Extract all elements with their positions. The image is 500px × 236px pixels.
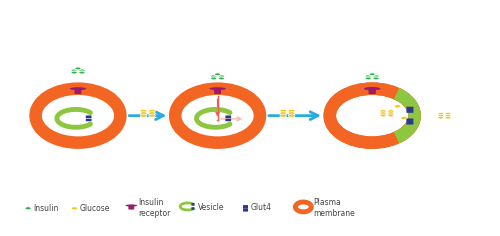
FancyBboxPatch shape [226, 115, 231, 118]
Ellipse shape [288, 110, 295, 113]
Ellipse shape [180, 92, 255, 139]
Ellipse shape [373, 77, 380, 80]
Ellipse shape [364, 87, 380, 90]
FancyBboxPatch shape [86, 119, 92, 121]
Ellipse shape [365, 75, 372, 78]
Ellipse shape [365, 75, 372, 78]
Ellipse shape [78, 69, 85, 72]
Ellipse shape [445, 112, 451, 115]
Ellipse shape [369, 73, 376, 76]
Ellipse shape [438, 114, 444, 117]
Ellipse shape [218, 77, 224, 80]
Ellipse shape [373, 75, 380, 78]
Ellipse shape [388, 110, 394, 113]
FancyBboxPatch shape [406, 107, 414, 113]
FancyBboxPatch shape [192, 207, 194, 210]
Ellipse shape [140, 110, 147, 113]
FancyBboxPatch shape [243, 208, 248, 212]
Ellipse shape [380, 114, 386, 117]
Ellipse shape [214, 73, 221, 76]
FancyBboxPatch shape [74, 88, 82, 94]
Text: Insulin
receptor: Insulin receptor [138, 198, 170, 218]
Ellipse shape [400, 117, 407, 119]
FancyBboxPatch shape [86, 115, 92, 118]
FancyBboxPatch shape [128, 205, 134, 210]
Ellipse shape [210, 77, 217, 80]
Ellipse shape [365, 77, 372, 80]
Text: Insulin: Insulin [34, 204, 59, 213]
Ellipse shape [438, 116, 444, 119]
Ellipse shape [72, 207, 78, 210]
Ellipse shape [71, 69, 78, 72]
Text: Glut4: Glut4 [250, 203, 272, 212]
Ellipse shape [140, 112, 147, 115]
Ellipse shape [445, 116, 451, 119]
Ellipse shape [78, 71, 85, 74]
Ellipse shape [40, 92, 116, 139]
Ellipse shape [148, 112, 156, 115]
Ellipse shape [288, 112, 295, 115]
Ellipse shape [71, 71, 78, 74]
Ellipse shape [148, 114, 156, 117]
Ellipse shape [70, 87, 86, 90]
Ellipse shape [365, 77, 372, 80]
FancyBboxPatch shape [214, 88, 221, 94]
Ellipse shape [364, 87, 380, 90]
Ellipse shape [280, 114, 286, 117]
Text: Vesicle: Vesicle [198, 203, 224, 212]
FancyBboxPatch shape [243, 205, 248, 208]
Ellipse shape [438, 112, 444, 115]
Ellipse shape [210, 87, 226, 90]
Text: Plasma
membrane: Plasma membrane [314, 198, 355, 218]
Ellipse shape [369, 73, 376, 76]
Ellipse shape [218, 75, 224, 78]
Ellipse shape [335, 92, 409, 139]
Ellipse shape [126, 204, 138, 206]
Ellipse shape [210, 75, 217, 78]
Ellipse shape [140, 114, 147, 117]
FancyBboxPatch shape [368, 88, 376, 94]
FancyBboxPatch shape [226, 119, 231, 121]
Ellipse shape [380, 112, 386, 115]
Text: Glucose: Glucose [80, 204, 110, 213]
Ellipse shape [288, 114, 295, 117]
Ellipse shape [373, 77, 380, 80]
Ellipse shape [373, 75, 380, 78]
FancyBboxPatch shape [368, 88, 376, 94]
Ellipse shape [280, 110, 286, 113]
Ellipse shape [280, 112, 286, 115]
Ellipse shape [148, 110, 156, 113]
Ellipse shape [388, 114, 394, 117]
FancyBboxPatch shape [192, 203, 194, 206]
FancyBboxPatch shape [406, 118, 414, 125]
Ellipse shape [380, 110, 386, 113]
Ellipse shape [445, 114, 451, 117]
Ellipse shape [25, 207, 31, 210]
Ellipse shape [388, 112, 394, 115]
Ellipse shape [394, 105, 401, 108]
Ellipse shape [335, 92, 409, 139]
Ellipse shape [74, 67, 81, 70]
